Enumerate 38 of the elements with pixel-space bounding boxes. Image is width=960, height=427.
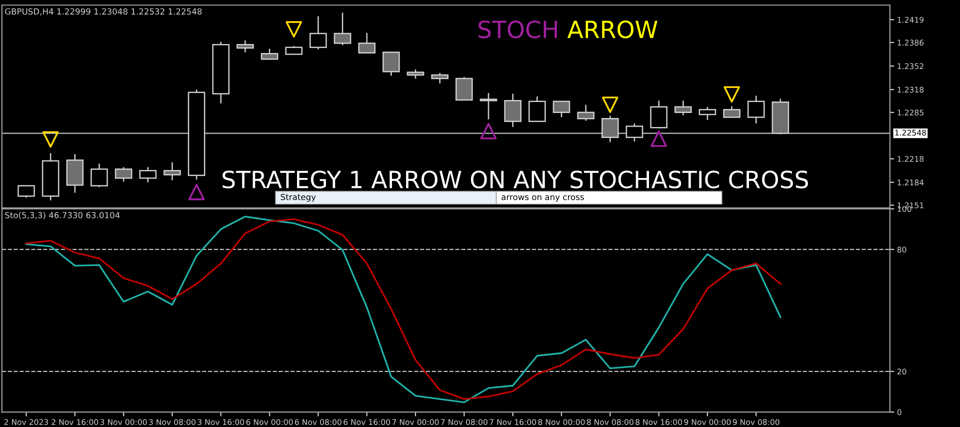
- candlestick: [358, 32, 376, 54]
- point: [602, 96, 618, 113]
- annotation: Sto(5,3,3) 46.7330 63.0104: [5, 212, 120, 220]
- candlestick: [236, 40, 254, 53]
- candlestick: [382, 52, 400, 76]
- candlestick: [164, 162, 181, 181]
- annotation: Strategy: [280, 194, 316, 202]
- point: [42, 131, 59, 148]
- candlestick: [504, 93, 522, 128]
- point: [650, 130, 667, 147]
- candlestick: [626, 122, 644, 142]
- point: [480, 122, 497, 140]
- candlestick: [456, 76, 473, 101]
- candlestick: [18, 184, 35, 198]
- candlestick: [698, 106, 716, 121]
- candlestick: [650, 100, 668, 129]
- candlestick: [139, 166, 157, 183]
- point: [286, 21, 302, 38]
- candlestick: [601, 115, 619, 143]
- candlestick: [577, 104, 594, 122]
- candlestick: [747, 95, 765, 124]
- candlestick: [90, 163, 108, 188]
- candlestick: [114, 166, 132, 182]
- candlestick: [674, 100, 692, 116]
- candlestick: [431, 72, 448, 84]
- candlestick: [310, 16, 327, 50]
- annotation: GBPUSD,H4 1.22999 1.23048 1.22532 1.22548: [5, 8, 202, 16]
- text: STOCH ARROW: [478, 20, 658, 38]
- text: STRATEGY 1 ARROW ON ANY STOCHASTIC CROSS: [222, 170, 808, 188]
- candlestick: [480, 92, 498, 120]
- annotation: arrows on any cross: [502, 195, 584, 202]
- point: [724, 86, 740, 103]
- candlestick: [334, 12, 352, 46]
- point: [188, 184, 205, 200]
- candlestick: [528, 96, 546, 122]
- candlestick: [552, 100, 570, 118]
- candlestick: [260, 48, 278, 60]
- candlestick: [723, 106, 740, 118]
